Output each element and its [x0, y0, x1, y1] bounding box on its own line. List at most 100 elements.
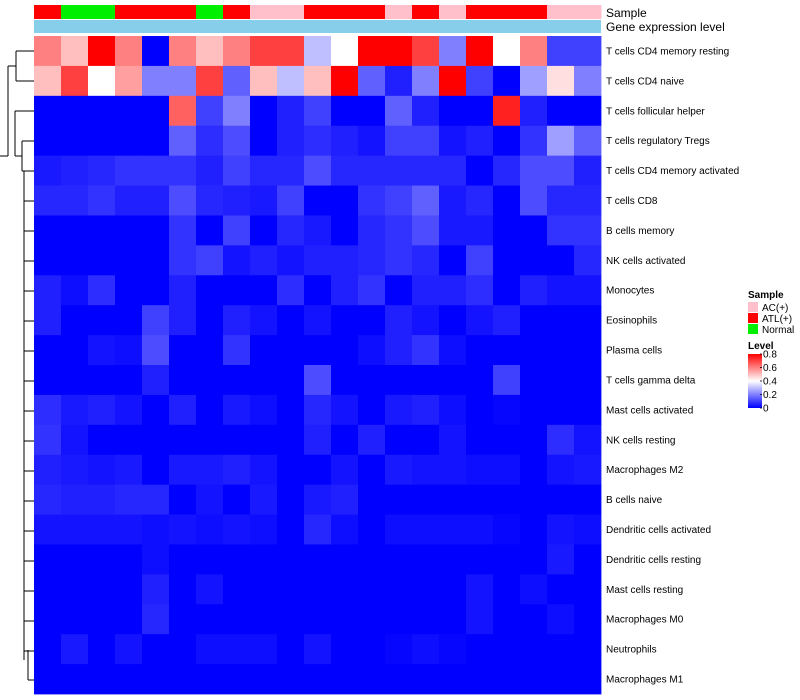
heatmap-cell	[358, 394, 386, 426]
heatmap-cell	[385, 365, 413, 396]
heatmap-cell	[88, 574, 116, 605]
heatmap-cell	[115, 454, 143, 486]
heatmap-cell	[304, 365, 332, 396]
heatmap-cell	[466, 514, 494, 545]
heatmap-cell	[439, 65, 467, 97]
heatmap-cell	[277, 155, 305, 186]
heatmap-cell	[304, 305, 332, 336]
sample-annotation-cell	[412, 5, 440, 19]
heatmap-cell	[250, 275, 278, 306]
row-label: Monocytes	[606, 286, 654, 297]
heatmap-cell	[34, 365, 62, 396]
row-label: Neutrophils	[606, 645, 657, 656]
heatmap-cell	[142, 275, 170, 306]
heatmap-cell	[223, 335, 251, 366]
heatmap-cell	[574, 664, 602, 695]
heatmap-cell	[196, 634, 224, 665]
heatmap-cell	[385, 36, 413, 67]
heatmap-cell	[358, 275, 386, 306]
heatmap-cell	[412, 574, 440, 605]
heatmap-cell	[439, 36, 467, 67]
heatmap-cell	[142, 514, 170, 545]
heatmap-cell	[169, 604, 197, 635]
row-label: Macrophages M2	[606, 465, 684, 476]
heatmap-cells	[34, 36, 602, 695]
heatmap-cell	[331, 574, 359, 605]
heatmap-cell	[34, 185, 62, 216]
heatmap-cell	[493, 365, 521, 396]
legend-sample-entries: AC(+)ATL(+)Normal	[748, 302, 794, 336]
heatmap-cell	[88, 394, 116, 426]
heatmap-cell	[169, 155, 197, 186]
sample-annotation-title: Sample	[606, 6, 647, 20]
heatmap-cell	[223, 514, 251, 545]
heatmap-cell	[547, 245, 575, 276]
row-label: Mast cells activated	[606, 405, 693, 416]
legend-level-colorbar	[748, 354, 762, 408]
heatmap-cell	[358, 185, 386, 216]
heatmap-cell	[142, 484, 170, 515]
heatmap-cell	[196, 514, 224, 545]
heatmap-cell	[61, 424, 89, 456]
heatmap-cell	[304, 454, 332, 486]
heatmap-cell	[466, 95, 494, 127]
heatmap-cell	[358, 544, 386, 575]
heatmap-cell	[88, 514, 116, 545]
heatmap-cell	[223, 454, 251, 486]
heatmap-cell	[88, 424, 116, 456]
heatmap-cell	[169, 365, 197, 396]
heatmap-cell	[277, 185, 305, 216]
heatmap-cell	[547, 155, 575, 186]
heatmap-cell	[412, 185, 440, 216]
heatmap-cell	[412, 604, 440, 635]
heatmap-cell	[115, 574, 143, 605]
heatmap-cell	[385, 335, 413, 366]
heatmap-cell	[196, 65, 224, 97]
heatmap-cell	[223, 36, 251, 67]
heatmap-cell	[520, 365, 548, 396]
heatmap-cell	[277, 245, 305, 276]
legend-sample-swatch	[748, 313, 758, 323]
heatmap-cell	[520, 245, 548, 276]
heatmap-cell	[520, 394, 548, 426]
row-labels: T cells CD4 memory resting T cells CD4 na…	[606, 46, 739, 685]
heatmap-cell	[439, 394, 467, 426]
sample-annotation-cell	[250, 5, 278, 19]
heatmap-cell	[196, 394, 224, 426]
heatmap-cell	[412, 36, 440, 67]
heatmap-cell	[61, 155, 89, 186]
heatmap-cell	[169, 514, 197, 545]
heatmap-cell	[223, 424, 251, 456]
heatmap-cell	[277, 484, 305, 515]
heatmap-cell	[547, 185, 575, 216]
heatmap-cell	[466, 275, 494, 306]
heatmap-cell	[34, 424, 62, 456]
heatmap-cell	[466, 245, 494, 276]
heatmap-cell	[223, 155, 251, 186]
heatmap-cell	[34, 155, 62, 186]
row-label: Mast cells resting	[606, 585, 683, 596]
heatmap-cell	[88, 634, 116, 665]
heatmap-cell	[439, 335, 467, 366]
heatmap-cell	[574, 484, 602, 515]
heatmap-cell	[115, 305, 143, 336]
heatmap-cell	[439, 215, 467, 246]
heatmap-cell	[574, 125, 602, 157]
heatmap-cell	[115, 185, 143, 216]
heatmap-cell	[223, 185, 251, 216]
heatmap-cell	[34, 484, 62, 515]
heatmap-cell	[331, 36, 359, 67]
heatmap-cell	[61, 664, 89, 695]
heatmap-cell	[250, 125, 278, 157]
sample-annotation-cell	[358, 5, 386, 19]
heatmap-cell	[61, 305, 89, 336]
heatmap-cell	[304, 604, 332, 635]
heatmap-cell	[358, 95, 386, 127]
heatmap-cell	[385, 245, 413, 276]
heatmap-cell	[493, 305, 521, 336]
heatmap-cell	[520, 275, 548, 306]
heatmap-cell	[115, 155, 143, 186]
heatmap-cell	[331, 95, 359, 127]
heatmap-cell	[574, 574, 602, 605]
heatmap-cell	[34, 394, 62, 426]
